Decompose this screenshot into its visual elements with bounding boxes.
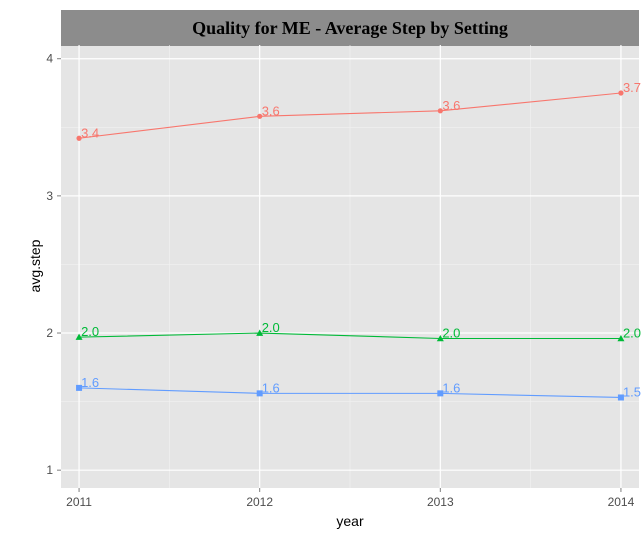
series-3-point — [617, 394, 624, 401]
gridlines — [61, 45, 639, 488]
series-1-point — [76, 135, 82, 141]
series-3-line — [79, 387, 621, 399]
series-2-data-label: 2.0 — [623, 326, 641, 341]
series-1-point — [257, 113, 263, 119]
series-2-data-label: 2.0 — [262, 320, 280, 335]
x-tick-label: 2014 — [608, 495, 635, 509]
x-tick-label: 2011 — [66, 495, 92, 509]
y-axis: 1 2 3 4 — [46, 52, 61, 477]
series-3-point — [76, 384, 83, 391]
series-2-line — [79, 332, 621, 340]
y-tick-label: 1 — [46, 463, 53, 477]
series-3-point — [437, 390, 444, 397]
series-2-point — [256, 329, 264, 336]
series-2-point — [436, 335, 444, 342]
series-1-point — [437, 108, 443, 114]
title-strip — [61, 10, 639, 46]
y-tick-label: 2 — [46, 326, 53, 340]
series-2-data-label: 2.0 — [442, 326, 460, 341]
x-axis-title: year — [336, 513, 364, 529]
series-2-point — [617, 335, 625, 342]
x-tick-label: 2013 — [427, 495, 454, 509]
y-axis-title: avg.step — [27, 239, 43, 292]
chart-title: Quality for ME - Average Step by Setting — [192, 18, 508, 38]
series-1-data-label: 3.6 — [262, 103, 280, 118]
series-3-data-label: 1.6 — [81, 375, 99, 390]
series-1-data-label: 3.7 — [623, 80, 641, 95]
series-1-point — [618, 90, 624, 96]
series-3-data-label: 1.5 — [623, 384, 641, 399]
series-3-data-label: 1.6 — [442, 380, 460, 395]
y-tick-label: 4 — [46, 52, 53, 66]
series-2-data-label: 2.0 — [81, 324, 99, 339]
series-group: 3.4 3.6 3.6 3.7 2.0 2.0 2.0 2.0 1.6 1.6 1.6 1.5 — [75, 80, 641, 401]
y-tick-label: 3 — [46, 189, 53, 203]
series-1-data-label: 3.4 — [81, 125, 99, 140]
x-axis: 2011 2012 2013 2014 — [66, 488, 635, 509]
series-1-data-label: 3.6 — [442, 98, 460, 113]
series-2-point — [75, 333, 83, 340]
series-1-line — [78, 92, 621, 139]
x-tick-label: 2012 — [246, 495, 273, 509]
series-3-data-label: 1.6 — [262, 380, 280, 395]
series-3-point — [256, 390, 263, 397]
